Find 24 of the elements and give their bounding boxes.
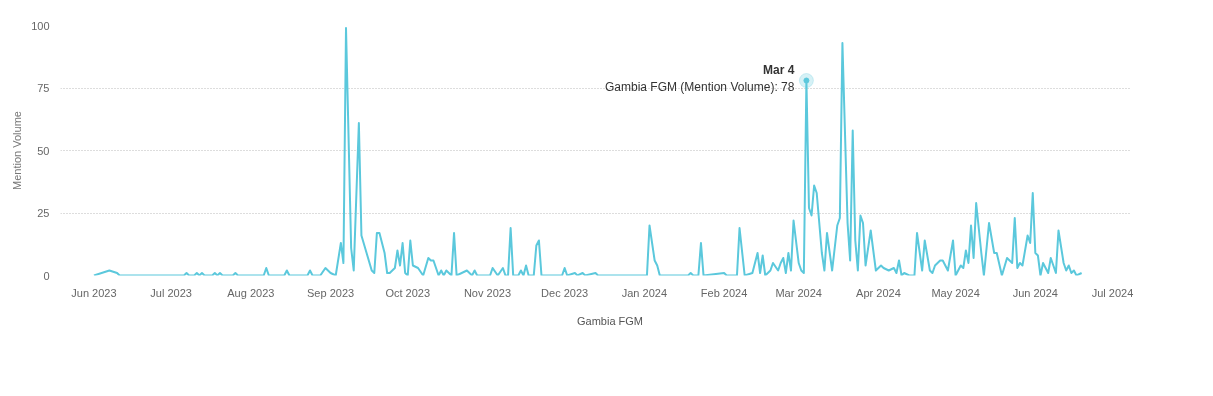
x-tick-label: Dec 2023 [541, 286, 589, 299]
y-axis-title: Mention Volume [11, 111, 24, 190]
x-tick-label: Sep 2023 [307, 286, 355, 299]
x-tick-label: Jan 2024 [621, 286, 667, 299]
y-tick-label: 50 [37, 144, 50, 157]
x-tick-label: Nov 2023 [463, 286, 512, 299]
x-tick-label: Jul 2024 [1091, 286, 1134, 299]
annotation: Mar 4 [763, 62, 795, 77]
y-tick-label: 0 [43, 269, 50, 282]
x-tick-label: Apr 2024 [856, 286, 901, 299]
x-tick-label: Oct 2023 [385, 286, 431, 299]
x-tick-label: Jul 2023 [150, 286, 192, 299]
text: Gambia FGM [576, 315, 644, 327]
y-tick-label: 100 [31, 19, 50, 32]
x-tick-label: Aug 2023 [227, 286, 275, 299]
line-series [92, 27, 1083, 276]
x-tick-label: Jun 2023 [71, 286, 117, 299]
x-tick-label: Mar 2024 [775, 286, 822, 299]
y-tick-label: 75 [37, 82, 50, 94]
x-tick-label: Jun 2024 [1012, 286, 1058, 299]
x-tick-label: Feb 2024 [700, 286, 748, 299]
annotation: Gambia FGM (Mention Volume): 78 [605, 79, 795, 94]
x-tick-label: May 2024 [931, 286, 980, 299]
y-tick-label: 25 [37, 207, 50, 219]
